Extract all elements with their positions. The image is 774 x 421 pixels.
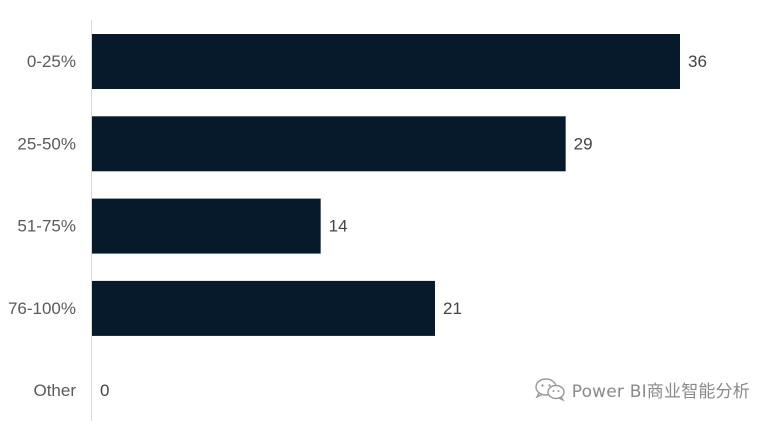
category-label-4: Other — [33, 381, 76, 400]
value-label-2: 14 — [329, 217, 348, 236]
bar-2 — [92, 198, 321, 254]
category-label-2: 51-75% — [17, 217, 76, 236]
value-label-0: 36 — [688, 52, 707, 71]
value-label-4: 0 — [100, 381, 109, 400]
category-label-3: 76-100% — [8, 299, 76, 318]
bar-3 — [92, 280, 435, 336]
watermark-text: Power BI商业智能分析 — [571, 381, 750, 402]
value-label-3: 21 — [443, 299, 462, 318]
wechat-icon — [535, 378, 565, 401]
value-label-1: 29 — [574, 134, 593, 153]
watermark: Power BI商业智能分析 — [534, 376, 750, 402]
bar-0 — [92, 34, 680, 89]
bar-1 — [92, 116, 566, 172]
category-label-0: 0-25% — [27, 52, 76, 71]
category-label-1: 25-50% — [17, 134, 76, 153]
